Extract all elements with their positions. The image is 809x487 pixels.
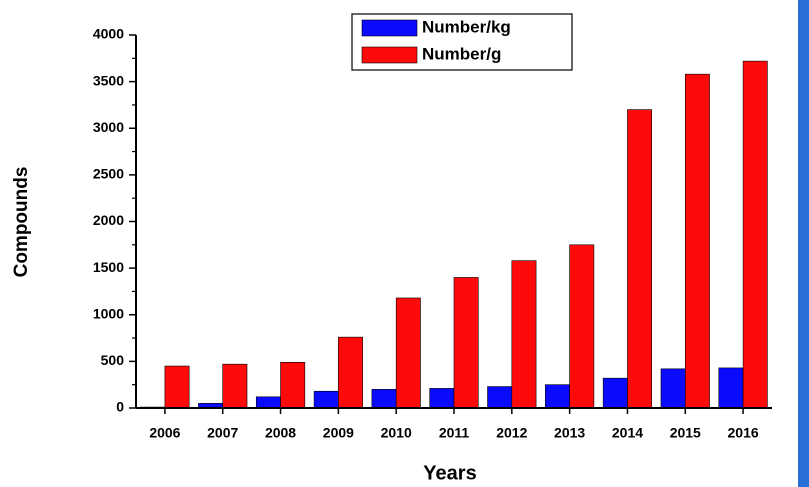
y-tick-label: 3500 [93,72,124,88]
bar [453,277,479,409]
x-axis-label: Years [423,462,476,484]
x-tick-label: 2015 [670,425,701,441]
x-tick-label: 2010 [381,425,412,441]
bar [718,367,744,409]
x-tick-label: 2009 [323,425,354,441]
legend-label: Number/g [422,44,501,63]
bar [487,386,513,409]
y-tick-label: 1500 [93,259,124,275]
legend-swatch [361,46,418,64]
bar [602,377,628,409]
y-tick-label: 3000 [93,119,124,135]
y-tick-label: 4000 [93,26,124,42]
x-tick-label: 2014 [612,425,643,441]
legend-swatch [361,19,418,37]
bar [395,297,421,409]
y-tick-label: 500 [101,352,125,368]
bar [222,363,248,409]
bar [429,388,455,409]
x-tick-label: 2013 [554,425,585,441]
bar [280,362,306,409]
x-tick-label: 2008 [265,425,296,441]
x-tick-label: 2012 [496,425,527,441]
x-tick-label: 2006 [149,425,180,441]
bar [255,396,281,409]
bar [338,336,363,409]
bar [569,244,595,409]
y-tick-label: 0 [116,399,124,415]
bar [545,384,570,409]
bar [627,109,653,409]
bar [313,390,339,409]
bar [742,60,768,409]
x-tick-label: 2016 [728,425,759,441]
y-axis-label: Compounds [11,167,32,278]
legend-label: Number/kg [422,17,511,36]
y-tick-label: 2500 [93,166,124,182]
bar [684,73,710,409]
bar [511,260,537,409]
x-tick-label: 2011 [439,425,470,441]
y-tick-label: 2000 [93,212,124,228]
bar [164,365,190,409]
x-tick-label: 2007 [207,425,238,441]
y-tick-label: 1000 [93,305,124,321]
bar [371,389,397,409]
bar [660,368,686,409]
window-edge [798,0,809,487]
